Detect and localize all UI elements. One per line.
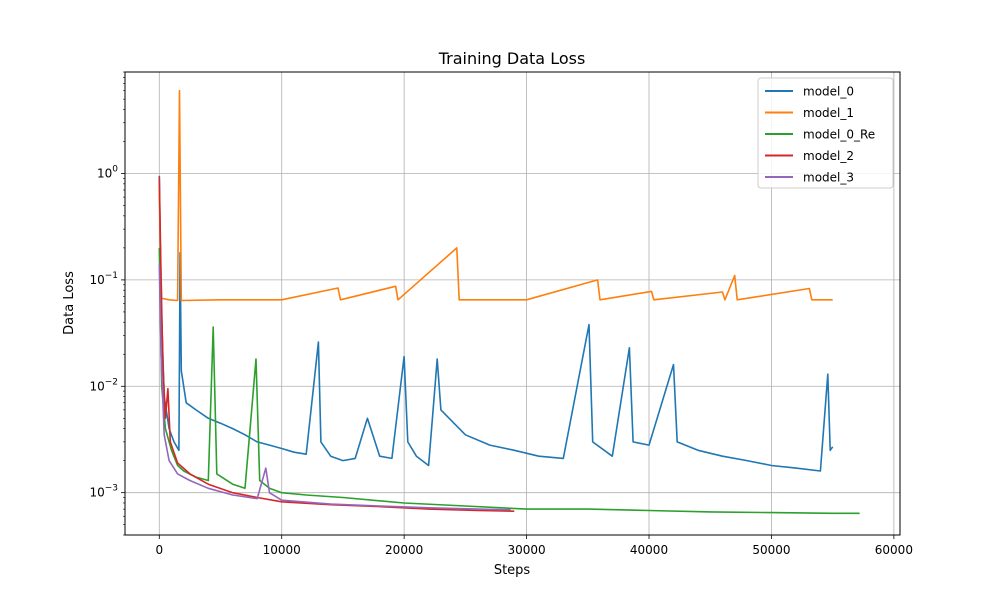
- y-tick-exponent: −2: [105, 377, 118, 387]
- legend-box: [757, 77, 894, 189]
- legend-label: model_0_Re: [803, 128, 875, 142]
- y-tick-exponent: −1: [105, 271, 118, 281]
- chart-title: Training Data Loss: [438, 49, 586, 68]
- legend-label: model_3: [803, 171, 854, 185]
- y-tick-base: 10: [97, 167, 112, 181]
- x-tick-label: 10000: [263, 543, 301, 557]
- x-tick-label: 60000: [875, 543, 913, 557]
- series-line-model_0_Re: [158, 247, 860, 515]
- x-tick-label: 40000: [630, 543, 668, 557]
- legend-label: model_0: [803, 85, 854, 99]
- y-tick-base: 10: [89, 379, 104, 393]
- x-ticks: 0 10000 20000 30000 40000 50000 60000: [155, 535, 913, 557]
- legend: model_0 model_1 model_0_Re model_2 model_3: [757, 77, 894, 189]
- x-tick-label: 20000: [385, 543, 423, 557]
- legend-label: model_2: [803, 149, 854, 163]
- y-axis-label: Data Loss: [62, 271, 77, 335]
- y-tick-base: 10: [89, 273, 104, 287]
- series-line-model_3: [158, 264, 511, 511]
- legend-label: model_1: [803, 106, 854, 120]
- x-tick-label: 0: [155, 543, 163, 557]
- y-tick-label: 100: [97, 165, 118, 181]
- y-tick-label: 10−1: [89, 271, 118, 287]
- series-line-model_1: [158, 89, 833, 302]
- x-tick-label: 50000: [752, 543, 790, 557]
- y-tick-label: 10−2: [89, 377, 118, 393]
- series-line-model_2: [158, 176, 515, 512]
- x-axis-label: Steps: [494, 563, 531, 578]
- y-tick-exponent: −3: [105, 484, 118, 494]
- series-line-model_0: [158, 175, 834, 472]
- y-tick-exponent: 0: [112, 165, 118, 175]
- series-group: [158, 89, 860, 515]
- y-tick-base: 10: [89, 486, 104, 500]
- y-tick-label: 10−3: [89, 484, 118, 500]
- x-tick-label: 30000: [507, 543, 545, 557]
